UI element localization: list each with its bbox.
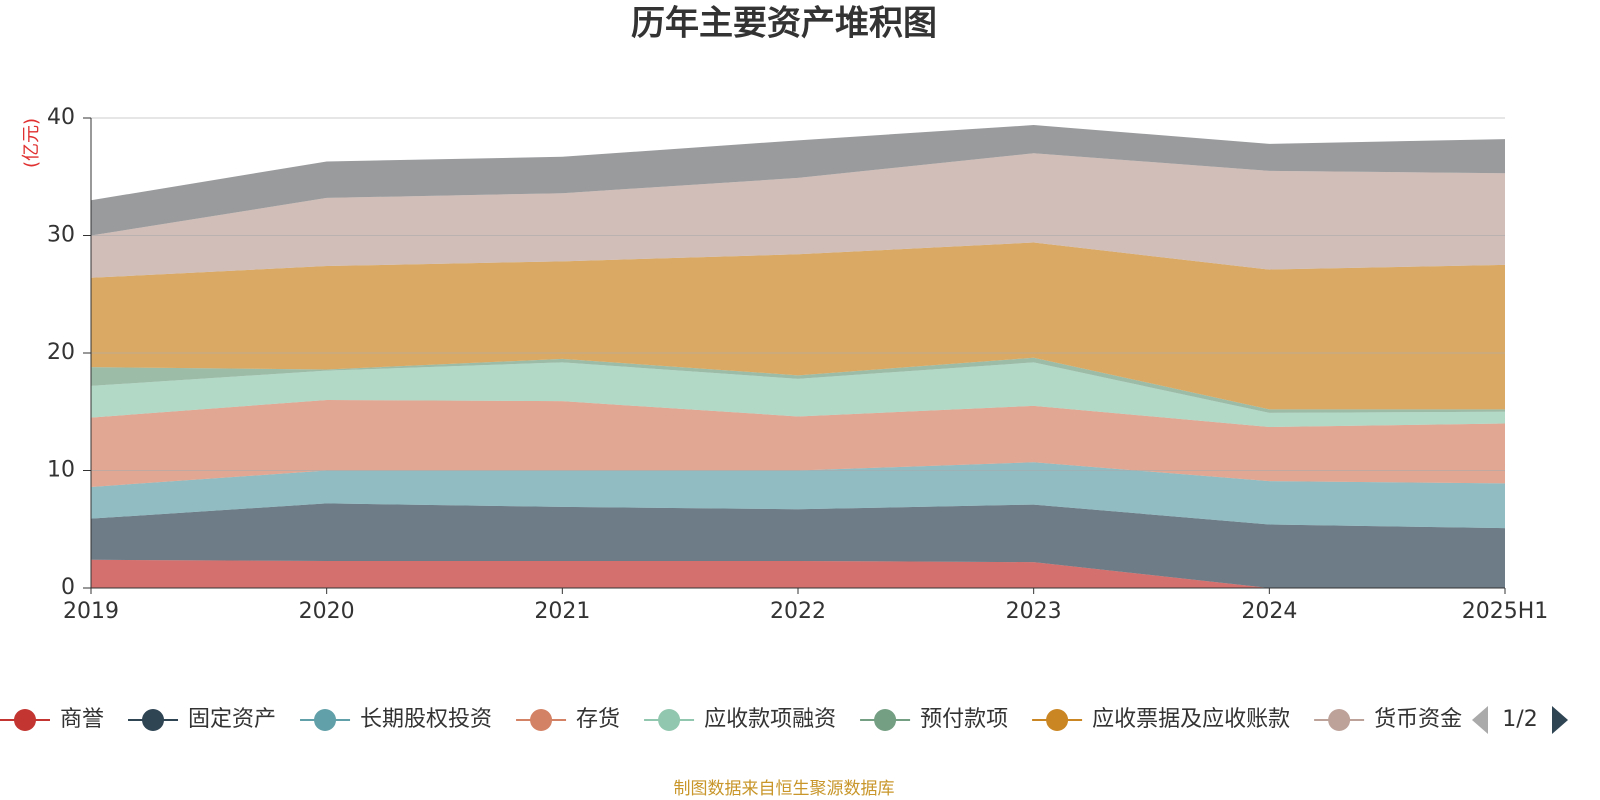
y-tick-label: 10 — [47, 458, 75, 483]
y-tick-label: 0 — [61, 575, 75, 600]
x-tick-label: 2020 — [299, 599, 355, 624]
legend-label: 货币资金 — [1374, 707, 1462, 732]
x-tick-label: 2022 — [770, 599, 826, 624]
legend-symbol — [874, 709, 897, 731]
legend-item[interactable]: 货币资金 — [1314, 707, 1462, 732]
area — [91, 400, 1505, 487]
legend-label: 长期股权投资 — [360, 707, 492, 732]
chart-title: 历年主要资产堆积图 — [631, 4, 937, 44]
area — [91, 559, 1505, 588]
legend-symbol — [1328, 709, 1351, 731]
legend-item[interactable]: 预付款项 — [860, 707, 1008, 732]
x-tick-label: 2023 — [1006, 599, 1062, 624]
legend-symbol — [530, 709, 553, 731]
area — [91, 125, 1505, 236]
area — [91, 462, 1505, 529]
legend-label: 固定资产 — [188, 707, 276, 732]
legend-item[interactable]: 应收款项融资 — [644, 707, 836, 732]
legend-item[interactable]: 商誉 — [0, 707, 104, 732]
x-tick-label: 2025H1 — [1462, 599, 1549, 624]
x-tick-label: 2019 — [63, 599, 119, 624]
legend-item[interactable]: 固定资产 — [128, 707, 276, 732]
legend-label: 应收款项融资 — [704, 707, 836, 732]
area — [91, 503, 1505, 588]
area — [91, 242, 1505, 410]
legend-next[interactable] — [1552, 706, 1568, 734]
legend-label: 预付款项 — [920, 707, 1008, 732]
legend-page: 1/2 — [1502, 707, 1537, 732]
y-axis-label: (亿元) — [21, 118, 42, 168]
source-note: 制图数据来自恒生聚源数据库 — [674, 779, 895, 799]
legend-label: 应收票据及应收账款 — [1092, 707, 1290, 732]
legend-label: 商誉 — [60, 707, 104, 732]
y-tick-label: 20 — [47, 340, 75, 365]
legend-symbol — [142, 709, 165, 731]
area — [91, 153, 1505, 278]
x-tick-label: 2024 — [1241, 599, 1297, 624]
legend-label: 存货 — [576, 707, 620, 732]
legend-item[interactable]: 存货 — [516, 707, 620, 732]
y-tick-label: 40 — [47, 105, 75, 130]
area — [91, 362, 1505, 428]
legend-symbol — [314, 709, 337, 731]
legend-symbol — [1046, 709, 1069, 731]
legend-symbol — [14, 709, 36, 731]
legend-item[interactable]: 应收票据及应收账款 — [1032, 707, 1290, 732]
legend-item[interactable]: 长期股权投资 — [300, 707, 492, 732]
legend-symbol — [658, 709, 681, 731]
y-tick-label: 30 — [47, 223, 75, 248]
legend-prev[interactable] — [1472, 706, 1488, 734]
areas — [91, 125, 1505, 588]
x-tick-label: 2021 — [534, 599, 590, 624]
legend: 商誉 固定资产 长期股权投资 存货 应收款项融资 预付款项 应收票据及应收账款 货币资金 — [0, 707, 1462, 732]
axes: 0 10 20 30 40 2019 2020 2021 2022 2023 2024 2025H1 — [47, 105, 1548, 624]
